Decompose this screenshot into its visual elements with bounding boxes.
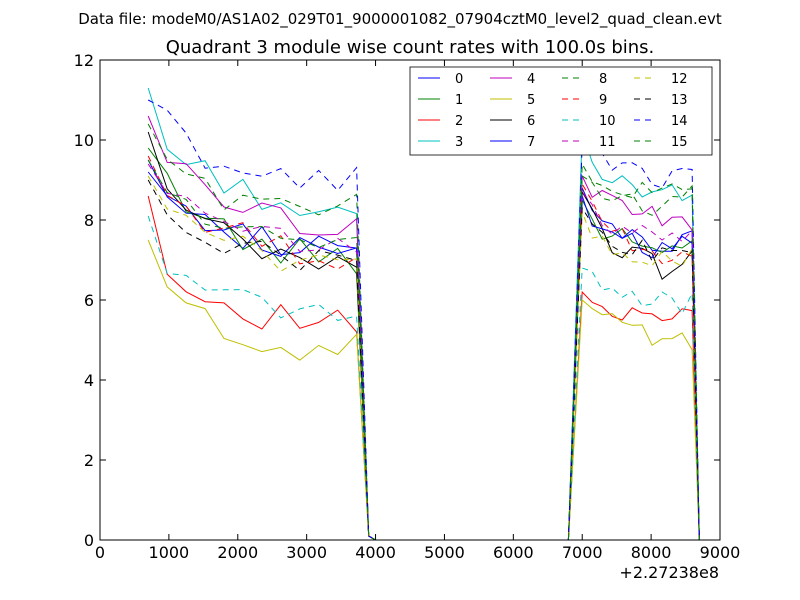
y-tick-label: 4 [84, 371, 94, 390]
x-tick-label: 0 [95, 543, 105, 562]
legend-label-1: 1 [455, 93, 463, 108]
chart-title: Quadrant 3 module wise count rates with … [166, 37, 655, 58]
legend-label-6: 6 [527, 114, 535, 129]
legend-label-9: 9 [599, 93, 607, 108]
y-tick-label: 0 [84, 531, 94, 550]
legend-label-5: 5 [527, 93, 535, 108]
x-tick-label: 8000 [631, 543, 672, 562]
legend-label-12: 12 [671, 72, 688, 87]
x-offset-label: +2.27238e8 [619, 563, 719, 582]
series-line-12 [147, 175, 700, 541]
legend-label-7: 7 [527, 135, 535, 150]
tick-layer: 0 1000 2000 3000 4000 5000 6000 7000 8000 9000 0 2 4… [74, 51, 741, 562]
x-tick-label: 7000 [562, 543, 603, 562]
x-tick-label: 6000 [493, 543, 534, 562]
legend-box [409, 66, 713, 156]
x-tick-label: 4000 [355, 543, 396, 562]
x-tick-label: 5000 [424, 543, 465, 562]
y-tick-label: 2 [84, 451, 94, 470]
legend-label-11: 11 [599, 135, 616, 150]
x-tick-label: 2000 [217, 543, 258, 562]
y-tick-label: 10 [74, 131, 94, 150]
y-tick-label: 6 [84, 291, 94, 310]
legend-label-2: 2 [455, 114, 463, 129]
y-tick-label: 8 [84, 211, 94, 230]
y-tick-label: 12 [74, 51, 94, 70]
series-line-8 [147, 123, 700, 541]
legend-label-0: 0 [455, 72, 463, 87]
legend-label-13: 13 [671, 93, 688, 108]
legend-label-15: 15 [671, 135, 688, 150]
data-file-label: Data file: modeM0/AS1A02_029T01_90000010… [78, 10, 722, 29]
legend-label-14: 14 [671, 114, 688, 129]
x-tick-label: 1000 [149, 543, 190, 562]
legend-label-4: 4 [527, 72, 535, 87]
legend-label-3: 3 [455, 135, 463, 150]
x-tick-label: 9000 [700, 543, 741, 562]
legend-label-8: 8 [599, 72, 607, 87]
x-tick-label: 3000 [286, 543, 327, 562]
legend-label-10: 10 [599, 114, 616, 129]
